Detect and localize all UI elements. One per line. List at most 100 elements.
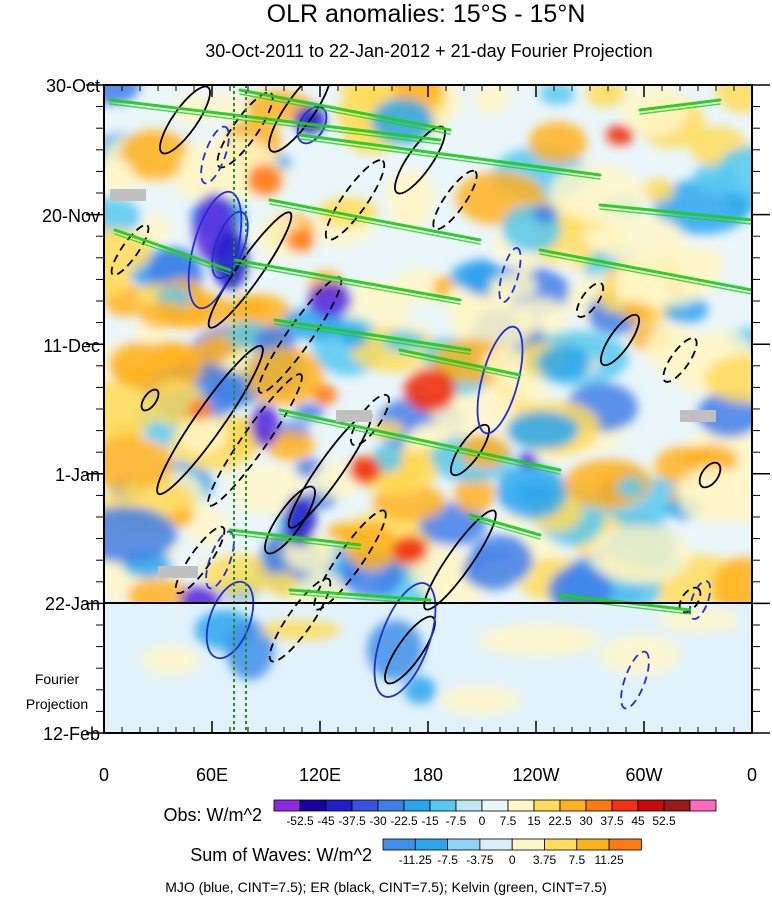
wave-contours bbox=[108, 85, 752, 710]
convective-anomaly bbox=[308, 282, 352, 318]
olr-anomaly-patch bbox=[389, 197, 431, 231]
mjo-contour bbox=[373, 582, 437, 698]
er-contour bbox=[159, 85, 211, 155]
kelvin-contour bbox=[114, 233, 231, 275]
olr-anomaly-patch bbox=[382, 330, 426, 353]
suppressed-anomaly bbox=[247, 164, 283, 196]
projected-anomaly bbox=[480, 624, 600, 656]
kelvin-contour bbox=[238, 88, 452, 132]
kelvin-contour bbox=[559, 598, 691, 615]
chart-title: OLR anomalies: 15°S - 15°N bbox=[267, 0, 586, 28]
colorbar-tick-label: 45 bbox=[631, 814, 645, 828]
convective-anomaly bbox=[251, 403, 279, 447]
colorbar-tick-label: 7.5 bbox=[500, 814, 517, 828]
colorbar-swatch bbox=[429, 799, 457, 812]
olr-anomaly-patch bbox=[104, 436, 175, 490]
missing-data-patch bbox=[110, 189, 146, 201]
olr-anomaly-patch bbox=[613, 251, 713, 308]
waves-colorbar: -11.25 -7.5 -3.75 0 3.75 7.5 11.25 bbox=[382, 838, 642, 867]
colorbar-tick-label: 37.5 bbox=[600, 814, 624, 828]
er-contour bbox=[174, 525, 226, 595]
projection-label-line1: Fourier bbox=[35, 671, 80, 687]
colorbar-tick-label: 7.5 bbox=[568, 853, 585, 867]
er-contour bbox=[423, 509, 497, 611]
kelvin-contour bbox=[269, 203, 481, 245]
olr-anomaly-patch bbox=[532, 204, 558, 224]
colorbar-swatch bbox=[689, 799, 717, 812]
axis-ticks bbox=[86, 84, 770, 734]
olr-anomaly-patch bbox=[119, 129, 190, 181]
projected-anomaly bbox=[226, 620, 274, 680]
colorbar-swatch bbox=[559, 799, 587, 812]
projected-anomaly bbox=[140, 646, 200, 674]
colorbar-tick-label: 15 bbox=[527, 814, 541, 828]
er-contour bbox=[600, 313, 640, 367]
kelvin-contour bbox=[599, 208, 752, 225]
er-contour bbox=[350, 393, 390, 447]
olr-anomaly-patch bbox=[138, 300, 189, 329]
kelvin-contour bbox=[273, 318, 472, 352]
projected-anomaly bbox=[660, 608, 740, 632]
projected-anomaly bbox=[260, 620, 340, 640]
olr-anomaly-patch bbox=[454, 298, 535, 351]
olr-anomaly-patch bbox=[326, 522, 360, 542]
colorbar-swatch bbox=[511, 838, 545, 851]
mjo-contour bbox=[296, 105, 328, 145]
waves-colorbar-label: Sum of Waves: W/m^2 bbox=[190, 845, 372, 865]
y-tick-label: 1-Jan bbox=[55, 465, 100, 485]
kelvin-contour bbox=[233, 258, 462, 302]
er-contour bbox=[313, 509, 387, 611]
missing-data-patch bbox=[336, 410, 372, 422]
suppressed-anomaly bbox=[392, 536, 428, 564]
colorbar-swatch bbox=[299, 799, 327, 812]
er-contour bbox=[110, 224, 150, 276]
olr-anomaly-patch bbox=[104, 197, 141, 237]
mjo-contour bbox=[620, 650, 650, 710]
colorbar-swatch bbox=[325, 799, 353, 812]
colorbar-tick-label: 30 bbox=[579, 814, 593, 828]
y-tick-label: 11-Dec bbox=[43, 336, 100, 356]
kelvin-contour bbox=[239, 93, 451, 135]
olr-anomaly-patch bbox=[549, 163, 645, 223]
olr-anomaly-patch bbox=[140, 214, 171, 243]
colorbar-tick-label: -7.5 bbox=[437, 853, 458, 867]
colorbar-swatch bbox=[637, 799, 665, 812]
colorbar-swatch bbox=[481, 799, 509, 812]
olr-anomaly-patch bbox=[506, 411, 579, 450]
projection-label-line2: Projection bbox=[26, 696, 88, 712]
y-tick-label: 12-Feb bbox=[43, 724, 100, 744]
olr-anomaly-patch bbox=[539, 85, 576, 105]
colorbar-swatch bbox=[414, 838, 448, 851]
er-contour bbox=[575, 282, 605, 318]
er-contour bbox=[450, 423, 490, 477]
mjo-contour bbox=[211, 210, 249, 280]
olr-anomaly-patch bbox=[454, 474, 495, 514]
er-contour bbox=[140, 388, 160, 412]
kelvin-contour bbox=[538, 248, 752, 292]
colorbar-tick-label: -3.75 bbox=[466, 853, 494, 867]
suppressed-anomaly bbox=[606, 125, 634, 145]
olr-anomaly-patch bbox=[104, 381, 157, 441]
er-contour bbox=[264, 485, 316, 555]
colorbar-swatch bbox=[663, 799, 691, 812]
er-contour bbox=[698, 461, 722, 489]
kelvin-contour bbox=[288, 588, 432, 602]
colorbar-tick-label: -11.25 bbox=[399, 853, 432, 867]
colorbar-swatch bbox=[576, 838, 610, 851]
kelvin-contour bbox=[108, 98, 442, 142]
olr-anomaly-patch bbox=[317, 196, 379, 228]
missing-data-patch bbox=[680, 410, 716, 422]
olr-anomaly-patch bbox=[398, 172, 431, 191]
colorbar-swatch bbox=[455, 799, 483, 812]
kelvin-contour bbox=[299, 138, 601, 180]
kelvin-contour bbox=[234, 263, 461, 305]
x-tick-label: 60E bbox=[196, 765, 228, 785]
olr-anomaly-patch bbox=[104, 157, 136, 195]
mjo-contour bbox=[187, 190, 243, 310]
olr-anomaly-patch bbox=[120, 482, 143, 506]
olr-anomaly-patch bbox=[643, 178, 675, 202]
er-contour bbox=[384, 615, 436, 685]
olr-anomaly-patch bbox=[514, 379, 551, 404]
colorbar-swatch bbox=[585, 799, 613, 812]
